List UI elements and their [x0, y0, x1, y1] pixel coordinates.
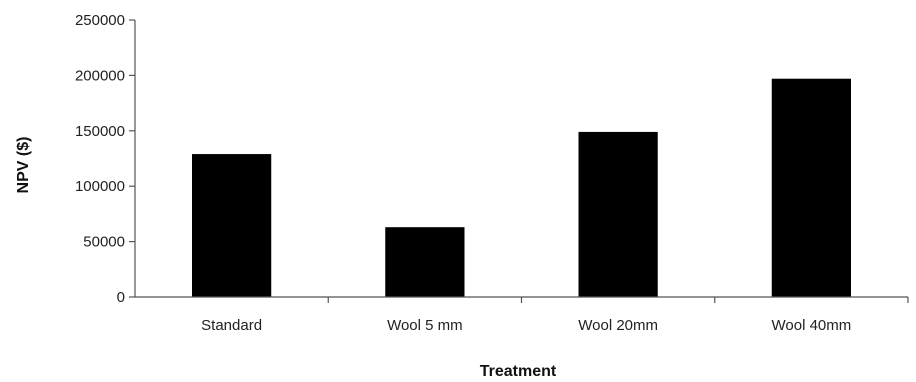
y-tick-label: 100000	[75, 178, 125, 195]
bars	[192, 78, 851, 297]
bar	[192, 154, 272, 297]
y-tick-label: 50000	[83, 234, 125, 251]
x-tick-label: Standard	[201, 317, 262, 334]
y-axis-ticks: 0 50000 100000 150000 200000 250000	[75, 12, 135, 306]
y-axis-title: NPV ($)	[15, 137, 32, 194]
bar	[578, 131, 658, 297]
x-axis-ticks: Standard Wool 5 mm Wool 20mm Wool 40mm	[201, 297, 909, 334]
y-tick-label: 0	[117, 289, 125, 306]
bar	[771, 78, 851, 297]
bar	[385, 227, 465, 297]
x-tick-label: Wool 40mm	[772, 317, 852, 334]
x-tick-label: Wool 5 mm	[387, 317, 463, 334]
y-tick-label: 200000	[75, 67, 125, 84]
x-axis-title: Treatment	[480, 363, 557, 380]
x-tick-label: Wool 20mm	[578, 317, 658, 334]
y-tick-label: 150000	[75, 123, 125, 140]
y-tick-label: 250000	[75, 12, 125, 29]
